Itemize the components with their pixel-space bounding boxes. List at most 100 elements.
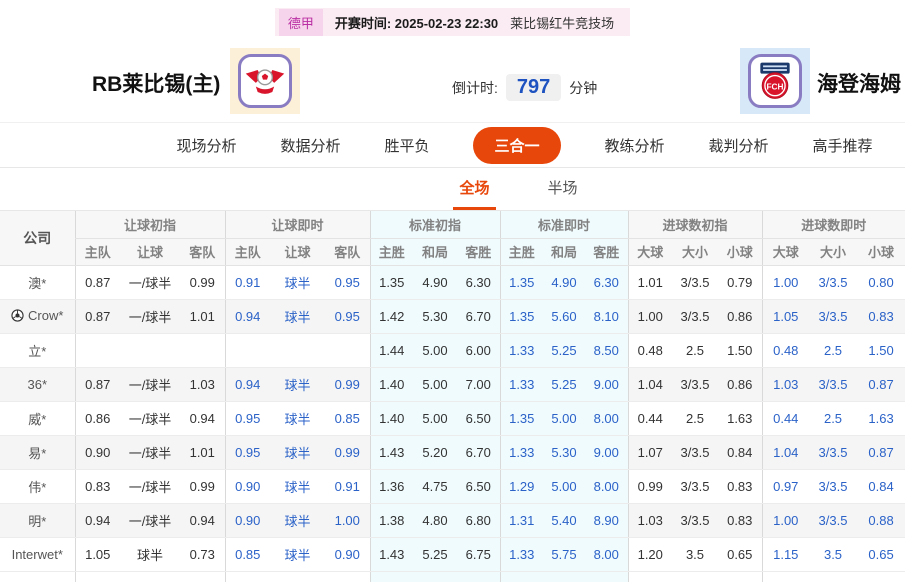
odds-cell-0-0: 0.94 [74, 503, 120, 538]
company-cell: 易* [0, 435, 75, 470]
odds-cell-1-0: 0.94 [224, 299, 270, 334]
odds-cell-2-0: 1.43 [369, 537, 413, 572]
odds-cell-1-1: 球半 [270, 469, 325, 504]
odds-cell-5-2: 0.88 [857, 503, 905, 538]
odds-cell-2-0: 1.40 [369, 367, 413, 402]
league-badge: 德甲 [278, 8, 323, 36]
company-cell: 立* [0, 333, 75, 368]
odds-cell-1-1: 球半 [270, 367, 325, 402]
table-row-伟: 伟* 0.83 一/球半 0.99 0.90 球半 0.91 1.36 4.75 6.50 1.29… [0, 469, 905, 504]
partial-cell [672, 571, 718, 582]
nav-tab-0[interactable]: 现场分析 [176, 137, 237, 155]
nav-tab-2[interactable]: 胜平负 [384, 137, 430, 155]
odds-cell-5-0: 1.00 [761, 503, 810, 538]
odds-cell-5-1: 3/3.5 [809, 265, 858, 300]
company-cell: 伟* [0, 469, 75, 504]
col-header-5-0: 大球 [761, 238, 810, 266]
odds-cell-0-2 [180, 333, 225, 368]
odds-cell-5-1: 3/3.5 [809, 469, 858, 504]
odds-cell-5-1: 3/3.5 [809, 503, 858, 538]
odds-cell-3-0: 1.33 [499, 333, 543, 368]
odds-cell-5-1: 2.5 [809, 333, 858, 368]
odds-cell-1-1: 球半 [270, 503, 325, 538]
partial-cell [809, 571, 857, 582]
odds-cell-2-1: 5.20 [413, 435, 457, 470]
odds-cell-4-0: 1.00 [627, 299, 672, 334]
odds-table: 公司 让球初指 让球即时 标准初指 标准即时 进球数初指 进球数即时 主队 让球 客队 主队 让球 客队… [0, 211, 905, 582]
odds-cell-3-2: 8.10 [585, 299, 628, 334]
nav-tab-1[interactable]: 数据分析 [280, 137, 341, 155]
home-team-crest [238, 54, 292, 108]
odds-cell-1-0: 0.90 [224, 469, 270, 504]
odds-cell-2-2: 7.00 [457, 367, 500, 402]
odds-cell-3-0: 1.33 [499, 367, 543, 402]
odds-cell-1-2 [325, 333, 370, 368]
col-header-0-1: 让球 [120, 238, 180, 266]
odds-cell-4-1: 3/3.5 [672, 367, 718, 402]
away-team-name: 海登海姆 [817, 73, 901, 96]
odds-cell-0-0: 0.86 [74, 401, 120, 436]
nav-tab-3[interactable]: 三合一 [473, 126, 561, 164]
odds-cell-2-2: 6.50 [457, 469, 500, 504]
odds-cell-1-2: 1.00 [325, 503, 370, 538]
odds-cell-1-1: 球半 [270, 401, 325, 436]
odds-cell-3-1: 5.75 [543, 537, 585, 572]
odds-cell-3-0: 1.29 [499, 469, 543, 504]
partial-cell [857, 571, 905, 582]
odds-cell-5-2: 0.87 [857, 367, 905, 402]
odds-cell-2-2: 6.80 [457, 503, 500, 538]
odds-cell-1-0: 0.85 [224, 537, 270, 572]
nav-tab-4[interactable]: 教练分析 [604, 137, 665, 155]
odds-cell-3-2: 9.00 [585, 435, 628, 470]
partial-cell [761, 571, 810, 582]
odds-cell-5-0: 0.97 [761, 469, 810, 504]
odds-cell-2-2: 6.70 [457, 435, 500, 470]
partial-cell [627, 571, 672, 582]
nav-tab-5[interactable]: 裁判分析 [708, 137, 769, 155]
table-row-威: 威* 0.86 一/球半 0.94 0.95 球半 0.85 1.40 5.00 6.50 1.35… [0, 401, 905, 436]
nav-tab-6[interactable]: 高手推荐 [812, 137, 873, 155]
subtab-1[interactable]: 半场 [547, 180, 578, 197]
odds-cell-3-2: 8.50 [585, 333, 628, 368]
odds-cell-2-2: 6.30 [457, 265, 500, 300]
odds-cell-2-2: 6.70 [457, 299, 500, 334]
group-header-4: 进球数初指 [627, 211, 763, 239]
odds-cell-1-2: 0.91 [325, 469, 370, 504]
odds-cell-4-1: 3.5 [672, 537, 718, 572]
odds-cell-3-0: 1.35 [499, 401, 543, 436]
home-team-logo [230, 48, 300, 114]
col-header-1-0: 主队 [224, 238, 270, 266]
odds-cell-2-2: 6.00 [457, 333, 500, 368]
odds-cell-5-0: 1.15 [761, 537, 810, 572]
odds-cell-1-0: 0.90 [224, 503, 270, 538]
odds-cell-1-2: 0.99 [325, 367, 370, 402]
table-row-Interwet: Interwet* 1.05 球半 0.73 0.85 球半 0.90 1.43 5.25 6.7… [0, 537, 905, 572]
col-header-4-0: 大球 [627, 238, 672, 266]
odds-cell-1-1: 球半 [270, 265, 325, 300]
odds-cell-0-2: 1.03 [180, 367, 225, 402]
odds-cell-3-1: 4.90 [543, 265, 585, 300]
partial-cell [499, 571, 543, 582]
odds-cell-4-2: 0.83 [718, 469, 763, 504]
odds-cell-2-0: 1.35 [369, 265, 413, 300]
col-header-2-0: 主胜 [369, 238, 413, 266]
svg-text:FCH: FCH [767, 82, 784, 91]
odds-cell-0-2: 1.01 [180, 299, 225, 334]
odds-cell-3-2: 8.00 [585, 401, 628, 436]
subtab-0[interactable]: 全场 [453, 168, 496, 210]
odds-cell-2-1: 4.75 [413, 469, 457, 504]
col-header-0-2: 客队 [180, 238, 225, 266]
odds-cell-0-2: 1.01 [180, 435, 225, 470]
odds-cell-5-2: 0.83 [857, 299, 905, 334]
group-header-3: 标准即时 [499, 211, 628, 239]
odds-cell-0-1: 一/球半 [120, 299, 180, 334]
kickoff-label: 开赛时间: [334, 15, 392, 31]
odds-cell-4-2: 0.86 [718, 367, 763, 402]
partial-cell [120, 571, 180, 582]
odds-cell-1-1: 球半 [270, 537, 325, 572]
table-row-立: 立* 1.44 5.00 6.00 1.33 5.25 8.50 0.48 2.5 1.50 0.4… [0, 333, 905, 368]
odds-cell-2-2: 6.75 [457, 537, 500, 572]
odds-cell-0-2: 0.73 [180, 537, 225, 572]
kickoff-time: 2025-02-23 22:30 [394, 15, 499, 31]
odds-cell-2-2: 6.50 [457, 401, 500, 436]
